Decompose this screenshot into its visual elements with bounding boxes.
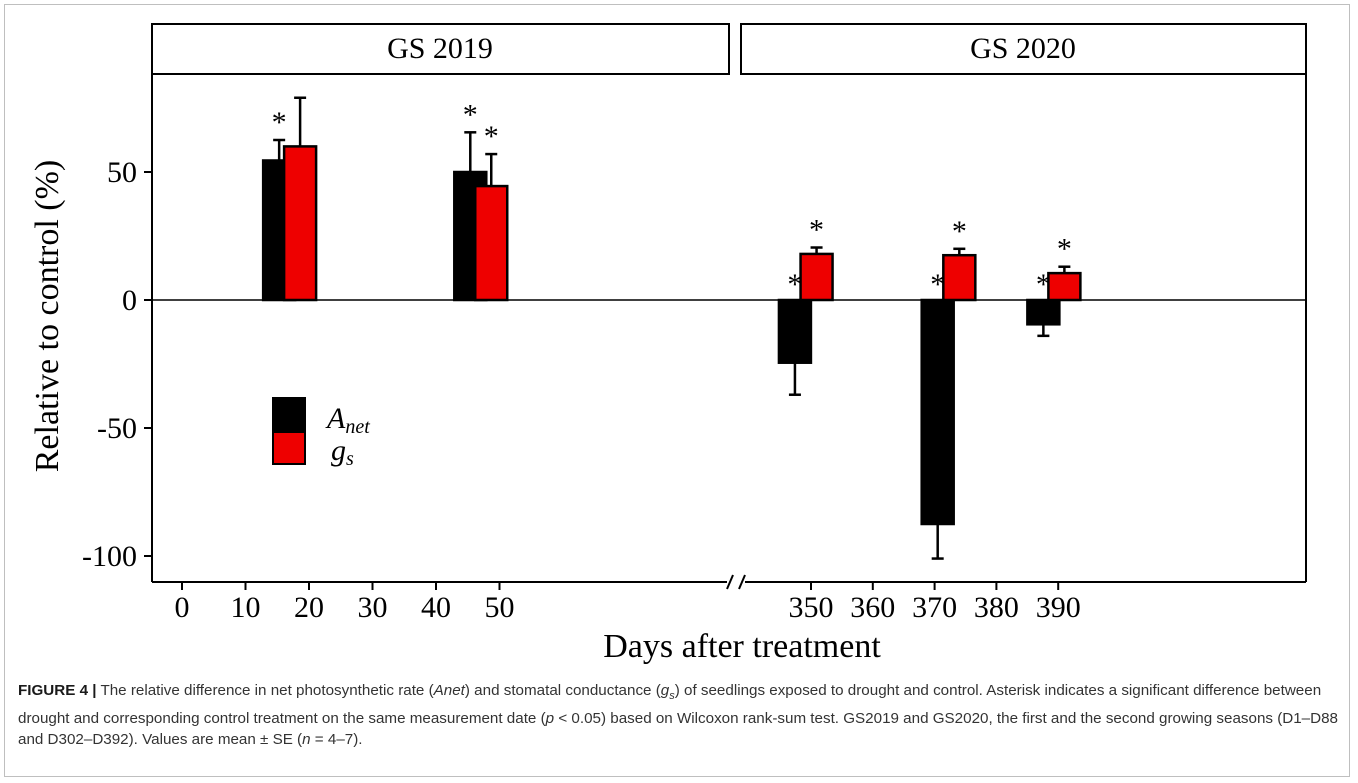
x-tick-label: 390 xyxy=(1036,591,1081,624)
significance-asterisk: * xyxy=(809,214,824,247)
y-axis-title: Relative to control (%) xyxy=(29,160,66,473)
x-tick-label: 20 xyxy=(294,591,324,624)
x-tick-label: 370 xyxy=(912,591,957,624)
axis-break-mark-2 xyxy=(738,574,746,590)
bar-gs xyxy=(282,145,318,302)
x-axis-title: Days after treatment xyxy=(603,628,881,665)
caption-text-3: ) of seedlings exposed to drought and co… xyxy=(18,682,1322,727)
significance-asterisk: * xyxy=(787,268,802,301)
figure-label: FIGURE 4 | xyxy=(18,682,97,699)
x-tick-label: 10 xyxy=(231,591,261,624)
bar-anet xyxy=(1026,298,1061,326)
figure-frame xyxy=(4,4,1350,777)
legend: Anet gs xyxy=(272,397,370,470)
caption-anet: Anet xyxy=(433,682,465,699)
legend-swatch-anet xyxy=(272,397,306,431)
x-tick-label: 0 xyxy=(175,591,190,624)
caption-n: n xyxy=(302,731,311,749)
axis-ticks: -100 -50 0 50 0 10 20 30 40 50 350 360 370 380 390 xyxy=(82,156,1081,624)
significance-asterisk: * xyxy=(1036,268,1051,301)
x-tick-label: 50 xyxy=(485,591,515,624)
caption-g: g xyxy=(660,682,670,699)
bar-gs xyxy=(799,252,834,302)
bar-anet xyxy=(777,298,813,364)
y-tick-label: 50 xyxy=(107,156,137,189)
significance-asterisk: * xyxy=(930,268,945,301)
bar-gs xyxy=(1047,271,1082,302)
caption-text-4: < 0.05) based on Wilcoxon rank-sum test.… xyxy=(18,709,1338,749)
caption-p: p xyxy=(545,709,555,727)
bar-gs xyxy=(942,253,977,302)
bar-anet xyxy=(920,298,955,526)
caption-text-2: ) and stomatal conductance ( xyxy=(464,682,661,699)
y-tick-label: -50 xyxy=(97,412,137,445)
significance-asterisk: * xyxy=(463,98,478,131)
panel-strip-gs2020-label: GS 2020 xyxy=(970,32,1076,65)
bar-marks: * ** * *** ** xyxy=(261,96,1082,560)
y-tick-label: 0 xyxy=(122,284,137,317)
x-tick-label: 380 xyxy=(974,591,1019,624)
legend-swatch-gs xyxy=(272,431,306,465)
caption-text-5: = 4–7). xyxy=(310,731,363,749)
panel-strip-gs2020 xyxy=(740,23,1307,75)
panel-strip-gs2019 xyxy=(151,23,730,75)
x-tick-label: 350 xyxy=(789,591,834,624)
figure-caption: FIGURE 4 | The relative difference in ne… xyxy=(18,680,1340,751)
axis-break-mark-1 xyxy=(726,574,734,590)
x-tick-label: 30 xyxy=(358,591,388,624)
bar-chart: GS 2019 GS 2020 -100 -50 0 50 0 10 20 30 40 50 350… xyxy=(29,23,1307,665)
significance-asterisk: * xyxy=(272,106,287,139)
significance-asterisk: * xyxy=(484,120,499,153)
panel-strip-gs2019-label: GS 2019 xyxy=(387,32,493,65)
bar-gs xyxy=(473,184,509,302)
significance-asterisk: * xyxy=(952,215,967,248)
x-tick-label: 360 xyxy=(850,591,895,624)
legend-label-gs: gs xyxy=(331,434,354,470)
caption-g-sub: s xyxy=(669,690,675,703)
caption-text-1: The relative difference in net photosynt… xyxy=(96,682,434,699)
legend-label-anet: Anet xyxy=(325,402,370,438)
y-tick-label: -100 xyxy=(82,540,137,573)
significance-asterisk: * xyxy=(1057,233,1072,266)
x-tick-label: 40 xyxy=(421,591,451,624)
